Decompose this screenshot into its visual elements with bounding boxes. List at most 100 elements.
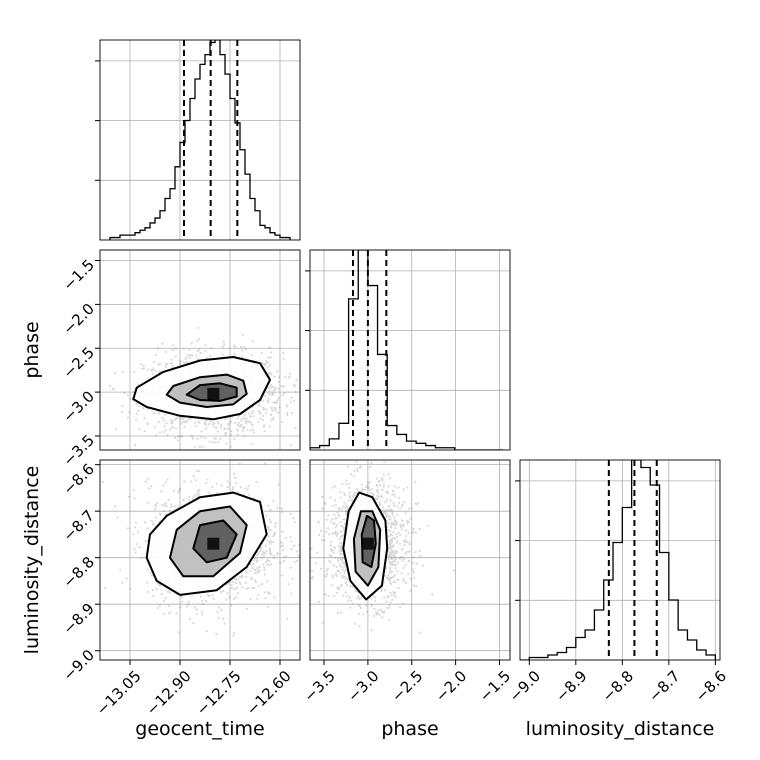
- sample-point: [339, 565, 342, 568]
- sample-point: [273, 554, 276, 557]
- sample-point: [372, 614, 375, 618]
- sample-point: [388, 543, 391, 546]
- sample-point: [242, 334, 245, 337]
- sample-point: [341, 483, 344, 486]
- sample-point: [226, 427, 230, 431]
- sample-point: [280, 542, 283, 545]
- sample-point: [390, 509, 394, 512]
- sample-point: [413, 576, 416, 579]
- sample-point: [383, 511, 386, 514]
- sample-point: [268, 363, 271, 367]
- sample-point: [159, 431, 162, 434]
- sample-point: [330, 548, 333, 551]
- sample-point: [343, 518, 346, 521]
- sample-point: [344, 578, 347, 581]
- sample-point: [230, 604, 233, 607]
- x-tick-label: −12.75: [193, 667, 245, 719]
- sample-point: [367, 487, 370, 490]
- sample-point: [154, 507, 157, 511]
- sample-point: [170, 362, 173, 365]
- sample-point: [335, 574, 338, 577]
- sample-point: [92, 370, 94, 372]
- sample-point: [378, 613, 381, 616]
- sample-point: [383, 509, 386, 512]
- sample-point: [195, 612, 198, 615]
- sample-point: [396, 570, 399, 573]
- sample-point: [271, 392, 274, 396]
- sample-point: [195, 354, 198, 357]
- sample-point: [381, 488, 384, 491]
- sample-point: [382, 483, 386, 486]
- sample-point: [394, 563, 398, 567]
- sample-point: [393, 516, 396, 519]
- sample-point: [289, 444, 292, 447]
- sample-point: [330, 541, 333, 544]
- sample-point: [226, 480, 229, 483]
- sample-point: [129, 587, 132, 590]
- sample-point: [179, 360, 182, 363]
- sample-point: [407, 507, 411, 510]
- sample-point: [187, 600, 190, 603]
- sample-point: [393, 485, 396, 488]
- panel-content: [92, 326, 298, 450]
- sample-point: [402, 501, 405, 504]
- sample-point: [269, 356, 272, 359]
- sample-point: [334, 504, 337, 507]
- sample-point: [389, 545, 392, 548]
- sample-point: [276, 507, 279, 510]
- sample-point: [389, 591, 392, 595]
- sample-point: [370, 487, 373, 491]
- sample-point: [335, 524, 338, 527]
- sample-point: [235, 481, 238, 485]
- sample-point: [394, 537, 397, 541]
- sample-point: [403, 544, 406, 547]
- sample-point: [136, 531, 139, 534]
- sample-point: [399, 533, 402, 537]
- contour-line: [352, 510, 382, 587]
- sample-point: [197, 326, 200, 329]
- sample-point: [390, 525, 393, 528]
- sample-point: [370, 462, 373, 465]
- sample-point: [271, 393, 275, 396]
- sample-point: [134, 444, 137, 447]
- sample-point: [377, 491, 380, 494]
- sample-point: [394, 558, 397, 561]
- sample-point: [323, 501, 326, 504]
- sample-point: [339, 541, 342, 544]
- sample-point: [168, 509, 171, 512]
- sample-point: [210, 347, 213, 350]
- sample-point: [197, 490, 200, 493]
- sample-point: [188, 495, 191, 498]
- sample-point: [151, 369, 154, 372]
- sample-point: [387, 549, 390, 552]
- sample-point: [390, 539, 393, 542]
- sample-point: [204, 436, 207, 440]
- sample-point: [280, 507, 284, 510]
- sample-point: [377, 496, 380, 499]
- sample-point: [216, 421, 219, 424]
- sample-point: [257, 584, 260, 587]
- sample-point: [390, 508, 393, 511]
- sample-point: [332, 504, 335, 507]
- sample-point: [390, 523, 393, 526]
- sample-point: [344, 507, 347, 510]
- sample-point: [400, 572, 403, 575]
- sample-point: [183, 480, 186, 483]
- sample-point: [261, 414, 265, 417]
- sample-point: [267, 361, 270, 364]
- sample-point: [316, 520, 319, 523]
- sample-point: [400, 525, 403, 528]
- sample-point: [153, 426, 157, 429]
- sample-point: [391, 511, 394, 514]
- sample-point: [191, 497, 194, 501]
- sample-point: [336, 612, 339, 615]
- sample-point: [254, 571, 257, 575]
- sample-point: [357, 595, 360, 598]
- contour-line: [192, 519, 238, 564]
- sample-point: [272, 416, 275, 419]
- sample-point: [287, 376, 290, 380]
- sample-point: [245, 607, 248, 611]
- x-tick-label: −1.5: [476, 667, 514, 705]
- x-tick-label: −9.0: [506, 667, 544, 705]
- sample-point: [384, 500, 387, 504]
